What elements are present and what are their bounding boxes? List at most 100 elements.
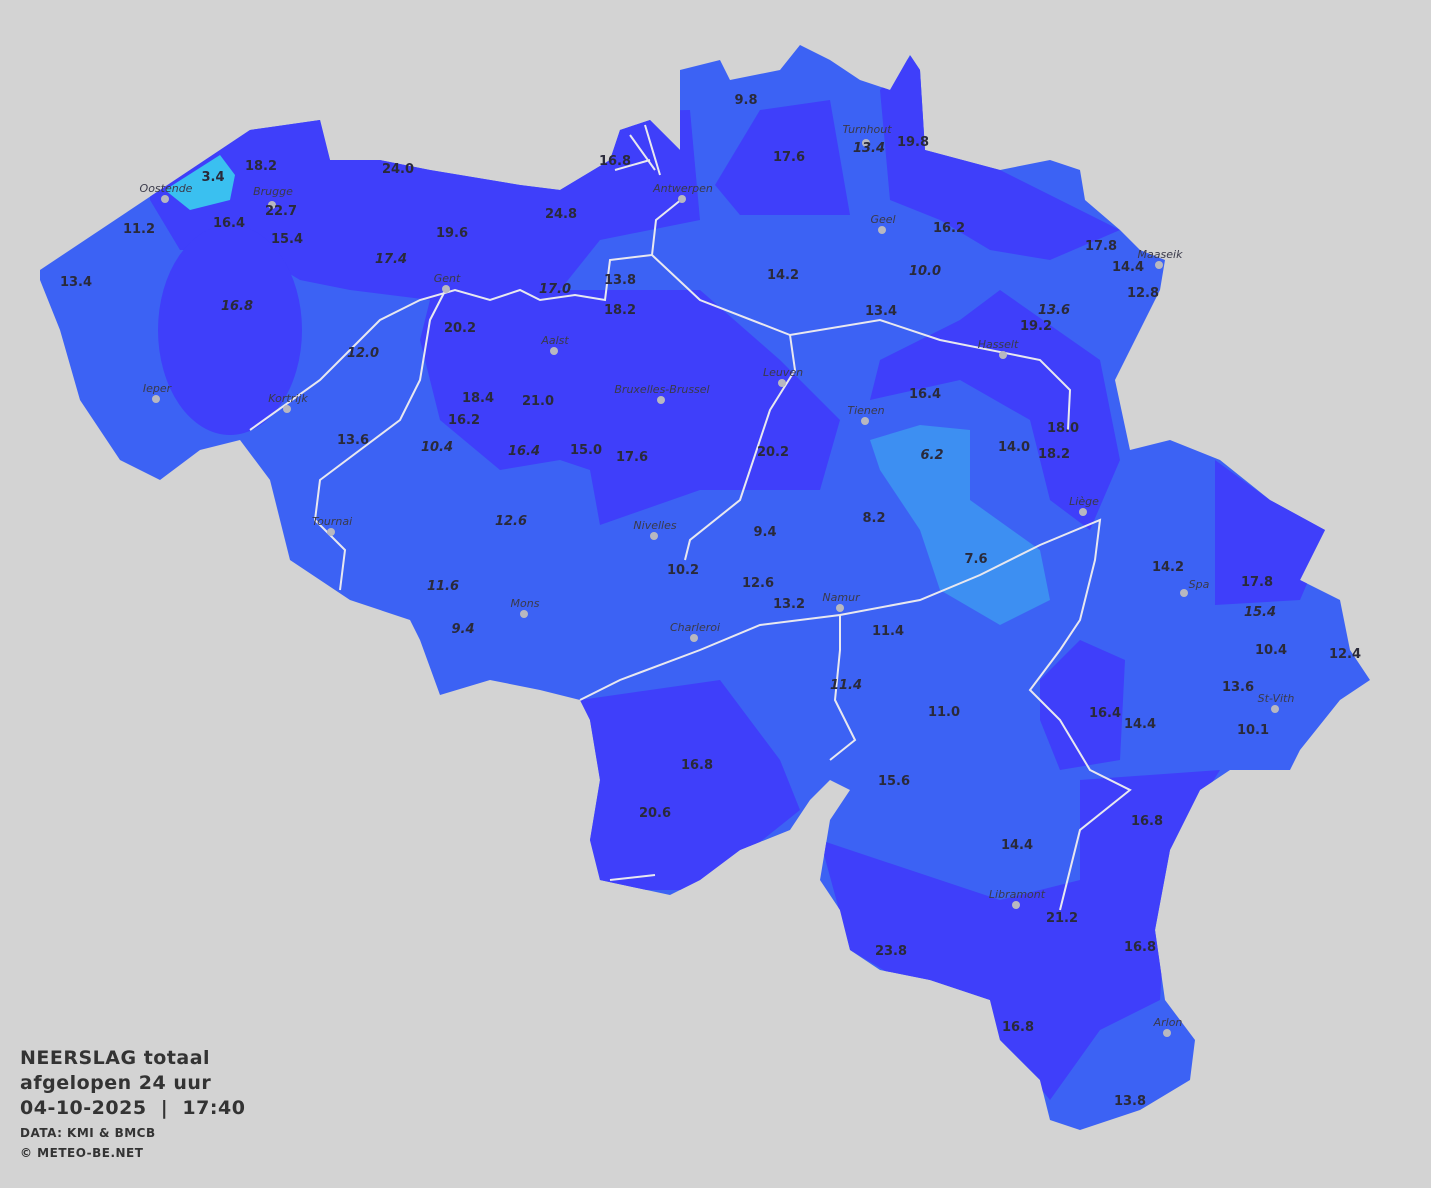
city-label: Kortrijk bbox=[268, 392, 308, 405]
station-value: 13.2 bbox=[773, 597, 805, 612]
station-value: 13.4 bbox=[853, 141, 885, 156]
city-marker bbox=[778, 379, 786, 387]
station-value: 16.4 bbox=[1089, 706, 1121, 721]
city-marker bbox=[861, 417, 869, 425]
station-value: 17.6 bbox=[773, 150, 805, 165]
city-label: Mons bbox=[511, 597, 540, 610]
station-value: 19.6 bbox=[436, 226, 468, 241]
station-value: 13.4 bbox=[865, 304, 897, 319]
very-light-rain-zone bbox=[165, 155, 235, 210]
data-source: DATA: KMI & BMCB bbox=[20, 1126, 156, 1140]
station-value: 13.4 bbox=[60, 275, 92, 290]
station-value: 16.4 bbox=[909, 387, 941, 402]
station-value: 16.8 bbox=[1002, 1020, 1034, 1035]
station-value: 16.4 bbox=[508, 444, 540, 459]
station-value: 13.6 bbox=[1038, 303, 1070, 318]
station-value: 15.4 bbox=[271, 232, 303, 247]
city-label: Maaseik bbox=[1138, 248, 1184, 261]
station-value: 13.6 bbox=[337, 433, 369, 448]
city-label: Gent bbox=[434, 272, 461, 285]
light-rain-zone bbox=[870, 425, 1050, 625]
station-value: 17.0 bbox=[539, 282, 571, 297]
station-value: 11.6 bbox=[427, 579, 459, 594]
city-marker bbox=[268, 201, 276, 209]
station-value: 14.2 bbox=[1152, 560, 1184, 575]
station-value: 11.0 bbox=[928, 705, 960, 720]
city-label: Antwerpen bbox=[652, 182, 713, 195]
city-label: Tienen bbox=[847, 404, 884, 417]
station-value: 16.8 bbox=[599, 154, 631, 169]
map-title-line2: afgelopen 24 uur bbox=[20, 1072, 212, 1094]
station-value: 18.2 bbox=[245, 159, 277, 174]
station-value: 10.4 bbox=[421, 440, 453, 455]
station-value: 9.4 bbox=[451, 622, 474, 637]
station-value: 10.0 bbox=[909, 264, 941, 279]
station-value: 18.4 bbox=[462, 391, 494, 406]
station-value: 14.4 bbox=[1112, 260, 1144, 275]
city-marker bbox=[283, 405, 291, 413]
station-value: 17.8 bbox=[1241, 575, 1273, 590]
station-value: 21.0 bbox=[522, 394, 554, 409]
city-label: Tournai bbox=[312, 515, 352, 528]
station-value: 21.2 bbox=[1046, 911, 1078, 926]
station-value: 16.8 bbox=[221, 299, 253, 314]
city-marker bbox=[678, 195, 686, 203]
station-value: 9.4 bbox=[753, 525, 776, 540]
station-value: 16.8 bbox=[681, 758, 713, 773]
station-value: 15.6 bbox=[878, 774, 910, 789]
station-value: 16.4 bbox=[213, 216, 245, 231]
map-datetime: 04-10-2025 | 17:40 bbox=[20, 1097, 246, 1119]
station-value: 17.6 bbox=[616, 450, 648, 465]
city-label: Turnhout bbox=[842, 123, 892, 136]
station-value: 14.0 bbox=[998, 440, 1030, 455]
station-value: 20.6 bbox=[639, 806, 671, 821]
station-value: 23.8 bbox=[875, 944, 907, 959]
station-value: 20.2 bbox=[444, 321, 476, 336]
station-value: 18.0 bbox=[1047, 421, 1079, 436]
city-label: Libramont bbox=[989, 888, 1046, 901]
city-marker bbox=[862, 139, 870, 147]
station-value: 10.4 bbox=[1255, 643, 1287, 658]
city-marker bbox=[657, 396, 665, 404]
city-label: Nivelles bbox=[633, 519, 676, 532]
station-value: 16.2 bbox=[448, 413, 480, 428]
city-marker bbox=[1163, 1029, 1171, 1037]
station-value: 9.8 bbox=[734, 93, 757, 108]
station-value: 12.8 bbox=[1127, 286, 1159, 301]
city-label: Namur bbox=[822, 591, 861, 604]
city-layer: Oostende Brugge Antwerpen Turnhout Geel Maase… bbox=[140, 123, 1294, 1037]
city-label: Arlon bbox=[1153, 1016, 1183, 1029]
station-value: 10.1 bbox=[1237, 723, 1269, 738]
city-marker bbox=[1271, 705, 1279, 713]
city-marker bbox=[999, 351, 1007, 359]
city-marker bbox=[690, 634, 698, 642]
station-value: 19.8 bbox=[897, 135, 929, 150]
station-value: 20.2 bbox=[757, 445, 789, 460]
station-value: 18.2 bbox=[1038, 447, 1070, 462]
station-value: 11.4 bbox=[872, 624, 904, 639]
station-value: 11.2 bbox=[123, 222, 155, 237]
city-label: Brugge bbox=[253, 185, 293, 198]
station-value: 15.4 bbox=[1244, 605, 1276, 620]
station-value: 24.0 bbox=[382, 162, 414, 177]
station-value: 19.2 bbox=[1020, 319, 1052, 334]
city-label: Charleroi bbox=[670, 621, 720, 634]
city-marker bbox=[650, 532, 658, 540]
city-marker bbox=[152, 395, 160, 403]
station-value: 7.6 bbox=[964, 552, 987, 567]
station-value: 8.2 bbox=[862, 511, 885, 526]
station-value: 22.7 bbox=[265, 204, 297, 219]
station-value: 14.2 bbox=[767, 268, 799, 283]
station-value: 10.2 bbox=[667, 563, 699, 578]
city-label: Leuven bbox=[763, 366, 803, 379]
city-marker bbox=[161, 195, 169, 203]
station-value: 6.2 bbox=[920, 448, 943, 463]
station-value: 18.2 bbox=[604, 303, 636, 318]
copyright: © METEO-BE.NET bbox=[20, 1146, 144, 1160]
station-value: 12.4 bbox=[1329, 647, 1361, 662]
station-value: 17.8 bbox=[1085, 239, 1117, 254]
city-label: Aalst bbox=[540, 334, 569, 347]
city-marker bbox=[1155, 261, 1163, 269]
city-label: Bruxelles-Brussel bbox=[614, 383, 709, 396]
